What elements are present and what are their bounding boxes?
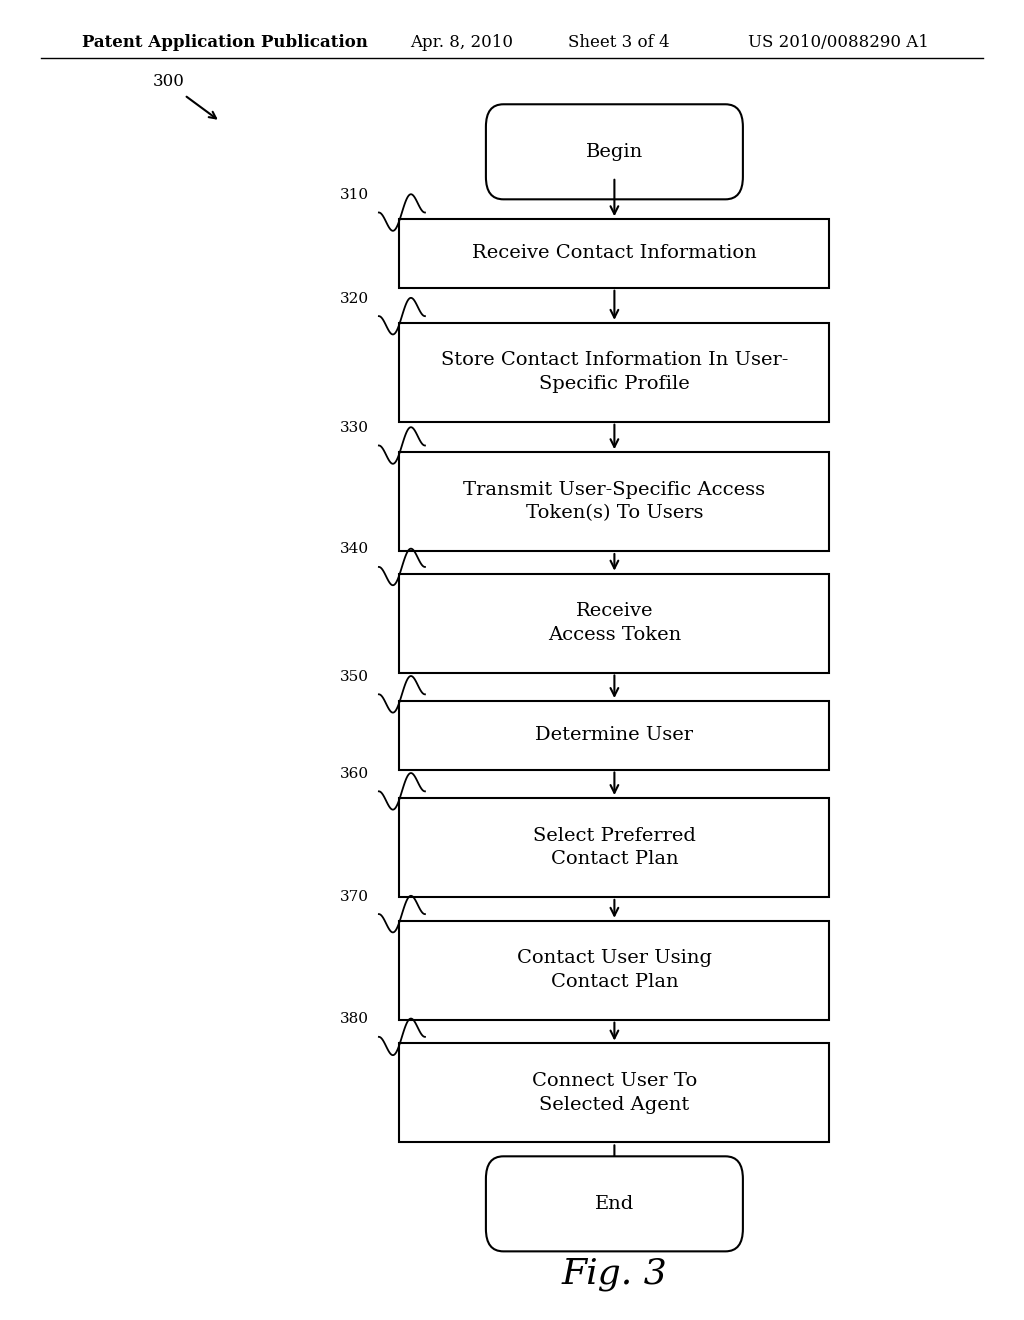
Text: 380: 380 [340, 1012, 369, 1027]
Text: 310: 310 [340, 187, 369, 202]
Text: Apr. 8, 2010: Apr. 8, 2010 [410, 34, 513, 50]
Text: Receive
Access Token: Receive Access Token [548, 602, 681, 644]
Bar [399, 1043, 829, 1143]
Text: Begin: Begin [586, 143, 643, 161]
Text: 300: 300 [153, 74, 185, 90]
FancyBboxPatch shape [486, 104, 742, 199]
Text: Receive Contact Information: Receive Contact Information [472, 244, 757, 263]
Text: Store Contact Information In User-
Specific Profile: Store Contact Information In User- Speci… [440, 351, 788, 393]
Bar [399, 921, 829, 1019]
Text: Select Preferred
Contact Plan: Select Preferred Contact Plan [532, 826, 696, 869]
Text: US 2010/0088290 A1: US 2010/0088290 A1 [748, 34, 929, 50]
Text: Sheet 3 of 4: Sheet 3 of 4 [568, 34, 670, 50]
Text: 330: 330 [340, 421, 369, 436]
Text: Determine User: Determine User [536, 726, 693, 744]
Text: Contact User Using
Contact Plan: Contact User Using Contact Plan [517, 949, 712, 991]
FancyBboxPatch shape [486, 1156, 742, 1251]
Text: Transmit User-Specific Access
Token(s) To Users: Transmit User-Specific Access Token(s) T… [463, 480, 766, 523]
Text: 350: 350 [340, 669, 369, 684]
Text: 340: 340 [340, 543, 369, 557]
Bar [399, 219, 829, 288]
Text: Fig. 3: Fig. 3 [561, 1257, 668, 1291]
Bar [399, 573, 829, 672]
Text: 320: 320 [340, 292, 369, 306]
Text: 370: 370 [340, 890, 369, 903]
Bar [399, 453, 829, 552]
Text: End: End [595, 1195, 634, 1213]
Text: 360: 360 [340, 767, 369, 781]
Text: Patent Application Publication: Patent Application Publication [82, 34, 368, 50]
Text: Connect User To
Selected Agent: Connect User To Selected Agent [531, 1072, 697, 1114]
Bar [399, 701, 829, 770]
Bar [399, 323, 829, 422]
Bar [399, 797, 829, 898]
